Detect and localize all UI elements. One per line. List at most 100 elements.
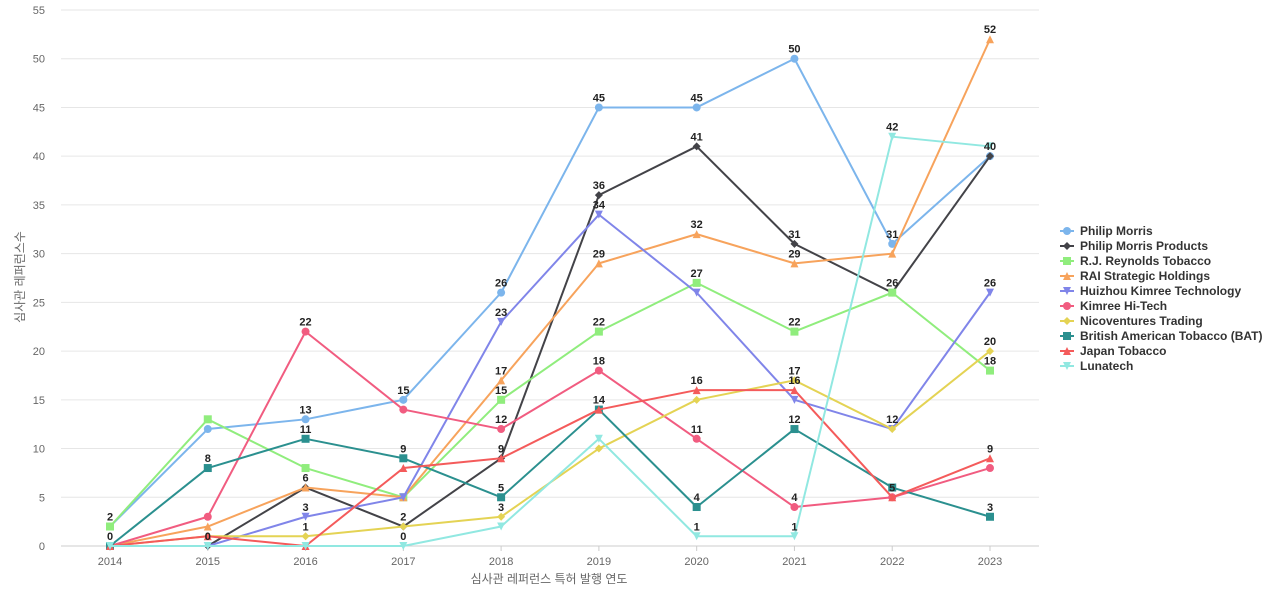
x-tick-label: 2016	[293, 556, 317, 568]
legend-label: British American Tobacco (BAT)	[1080, 329, 1262, 343]
data-point	[301, 434, 310, 443]
data-point	[692, 503, 701, 512]
data-point	[790, 503, 799, 512]
data-point	[106, 522, 114, 531]
series-line	[109, 38, 991, 547]
legend-item[interactable]: Philip Morris Products	[1060, 239, 1208, 253]
data-label: 9	[987, 443, 993, 455]
series-group	[106, 35, 994, 550]
x-tick-label: 2020	[684, 556, 708, 568]
legend-marker	[1063, 242, 1071, 250]
data-point	[497, 493, 506, 502]
y-tick-label: 30	[33, 249, 45, 261]
data-point	[301, 464, 310, 473]
x-tick-label: 2019	[587, 556, 611, 568]
data-point	[594, 191, 603, 200]
data-point	[888, 249, 897, 258]
data-label: 29	[788, 248, 800, 260]
x-tick-label: 2017	[391, 556, 415, 568]
data-point	[790, 425, 799, 434]
data-point	[790, 54, 799, 63]
data-point	[790, 327, 799, 336]
legend-marker	[1063, 332, 1071, 340]
series-rai-strategic-holdings	[106, 35, 994, 550]
data-point	[986, 366, 994, 375]
legend-item[interactable]: Kimree Hi-Tech	[1060, 299, 1167, 313]
data-label: 12	[495, 414, 507, 426]
data-point	[790, 395, 799, 404]
legend-marker	[1063, 227, 1071, 235]
legend-item[interactable]: Huizhou Kimree Technology	[1060, 284, 1241, 298]
data-point	[203, 532, 212, 541]
data-label: 31	[886, 229, 898, 241]
data-point	[497, 454, 506, 463]
data-point	[399, 405, 408, 414]
data-label: 15	[495, 385, 507, 397]
data-label: 3	[987, 502, 993, 514]
x-tick-label: 2014	[98, 556, 122, 568]
legend-label: Kimree Hi-Tech	[1080, 299, 1167, 313]
legend-item[interactable]: Japan Tobacco	[1060, 344, 1166, 358]
data-label: 18	[984, 356, 996, 368]
legend-marker	[1063, 272, 1071, 280]
legend-marker	[1063, 302, 1071, 310]
data-label: 36	[593, 180, 605, 192]
data-label: 1	[302, 521, 308, 533]
x-tick-label: 2022	[880, 556, 904, 568]
data-label: 31	[788, 229, 800, 241]
data-point	[594, 210, 603, 219]
series-philip-morris-products	[106, 142, 994, 550]
data-point	[399, 493, 408, 502]
data-label: 20	[984, 336, 996, 348]
data-label: 23	[495, 307, 507, 319]
data-label: 22	[788, 317, 800, 329]
legend-label: Japan Tobacco	[1080, 344, 1166, 358]
data-point	[497, 395, 506, 404]
x-tick-label: 2023	[978, 556, 1002, 568]
legend-item[interactable]: Philip Morris	[1060, 224, 1153, 238]
data-point	[888, 239, 897, 248]
data-point	[594, 434, 603, 443]
data-label: 0	[107, 531, 113, 543]
legend-marker	[1063, 362, 1071, 370]
series-line	[109, 330, 991, 547]
y-tick-label: 20	[33, 346, 45, 358]
data-point	[986, 288, 994, 297]
data-point	[301, 483, 310, 492]
legend-marker	[1063, 317, 1071, 325]
data-label: 16	[788, 375, 800, 387]
data-point	[888, 425, 897, 434]
legend-item[interactable]: British American Tobacco (BAT)	[1060, 329, 1262, 343]
data-label: 42	[886, 122, 898, 134]
y-tick-label: 15	[33, 395, 45, 407]
data-point	[790, 386, 799, 395]
legend-label: RAI Strategic Holdings	[1080, 269, 1210, 283]
data-point	[203, 512, 212, 521]
data-label: 17	[495, 365, 507, 377]
legend-item[interactable]: Nicoventures Trading	[1060, 314, 1203, 328]
data-point	[692, 532, 701, 541]
data-point	[497, 522, 506, 531]
legend-label: Philip Morris	[1080, 224, 1153, 238]
y-tick-label: 25	[33, 297, 45, 309]
legend-item[interactable]: Lunatech	[1060, 359, 1133, 373]
data-point	[399, 454, 408, 463]
legend-item[interactable]: R.J. Reynolds Tobacco	[1060, 254, 1211, 268]
data-point	[888, 483, 897, 492]
legend-item[interactable]: RAI Strategic Holdings	[1060, 269, 1210, 283]
data-point	[692, 395, 701, 404]
y-tick-label: 35	[33, 200, 45, 212]
y-tick-label: 5	[39, 492, 45, 504]
series-r-j-reynolds-tobacco	[106, 278, 994, 531]
data-label: 12	[886, 414, 898, 426]
series-kimree-hi-tech	[106, 327, 994, 550]
data-label: 40	[984, 141, 996, 153]
x-tick-label: 2015	[196, 556, 220, 568]
data-point	[301, 415, 310, 424]
data-point	[790, 376, 799, 385]
series-lunatech	[106, 132, 994, 550]
data-point	[203, 522, 212, 531]
grid	[61, 9, 1039, 547]
